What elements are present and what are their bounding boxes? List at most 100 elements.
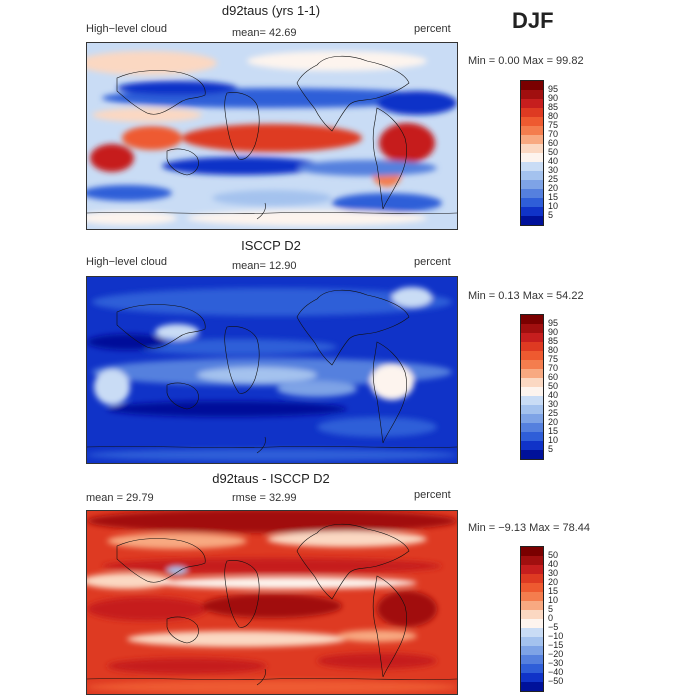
colorbar-tick-label: −40 bbox=[548, 666, 564, 677]
colorbar-tick-label: 5 bbox=[548, 443, 554, 454]
units-label: percent bbox=[414, 256, 451, 268]
units-label: percent bbox=[414, 489, 451, 501]
colorbar-swatch bbox=[521, 450, 543, 459]
colorbar-swatch bbox=[521, 207, 543, 216]
colorbar-swatch bbox=[521, 333, 543, 342]
colorbar-swatch bbox=[521, 369, 543, 378]
colorbar-swatch bbox=[521, 216, 543, 225]
colorbar-tick-label: 75 bbox=[548, 353, 559, 364]
colorbar-swatch bbox=[521, 81, 543, 90]
colorbar-swatch bbox=[521, 342, 543, 351]
colorbar-tick-label: 40 bbox=[548, 155, 559, 166]
colorbar-swatch bbox=[521, 198, 543, 207]
colorbar-tick-label: −10 bbox=[548, 630, 564, 641]
map-obs bbox=[86, 276, 458, 464]
colorbar-swatch bbox=[521, 180, 543, 189]
panel-title: d92taus - ISCCP D2 bbox=[212, 471, 330, 486]
colorbar-tick-label: 85 bbox=[548, 101, 559, 112]
colorbar-tick-label: 50 bbox=[548, 549, 559, 560]
map-field-svg bbox=[87, 511, 457, 694]
colorbar-swatch bbox=[521, 423, 543, 432]
colorbar-tick-label: 10 bbox=[548, 594, 559, 605]
min-max-label: Min = −9.13 Max = 78.44 bbox=[468, 522, 590, 534]
colorbar-tick-label: 60 bbox=[548, 137, 559, 148]
units-label: percent bbox=[414, 23, 451, 35]
colorbar-tick-label: 20 bbox=[548, 576, 559, 587]
variable-label: High−level cloud bbox=[86, 256, 168, 268]
colorbar-tick-label: 95 bbox=[548, 317, 559, 328]
min-max-label: Min = 0.13 Max = 54.22 bbox=[468, 290, 584, 302]
colorbar-tick-label: 15 bbox=[548, 585, 559, 596]
colorbar-swatch bbox=[521, 619, 543, 628]
colorbar-swatch bbox=[521, 378, 543, 387]
colorbar-swatch bbox=[521, 556, 543, 565]
colorbar-tick-label: 10 bbox=[548, 434, 559, 445]
colorbar-swatch bbox=[521, 126, 543, 135]
colorbar-swatch bbox=[521, 108, 543, 117]
map-field-svg bbox=[87, 43, 457, 229]
colorbar-tick-label: 0 bbox=[548, 612, 554, 623]
colorbar-swatch bbox=[521, 117, 543, 126]
map-model bbox=[86, 42, 458, 230]
colorbar-swatch bbox=[521, 664, 543, 673]
map-diff bbox=[86, 510, 458, 695]
colorbar-swatch bbox=[521, 162, 543, 171]
colorbar-tick-label: 60 bbox=[548, 371, 559, 382]
colorbar-obs bbox=[520, 314, 544, 460]
colorbar-swatch bbox=[521, 135, 543, 144]
variable-label: High−level cloud bbox=[86, 23, 168, 35]
colorbar-swatch bbox=[521, 360, 543, 369]
colorbar-swatch bbox=[521, 610, 543, 619]
colorbar-tick-label: 95 bbox=[548, 83, 559, 94]
colorbar-tick-label: 30 bbox=[548, 164, 559, 175]
mean-label: mean= 42.69 bbox=[232, 27, 297, 39]
colorbar-swatch bbox=[521, 405, 543, 414]
colorbar-swatch bbox=[521, 90, 543, 99]
colorbar-swatch bbox=[521, 628, 543, 637]
colorbar-swatch bbox=[521, 646, 543, 655]
colorbar-swatch bbox=[521, 574, 543, 583]
colorbar-swatch bbox=[521, 583, 543, 592]
colorbar-tick-label: 20 bbox=[548, 416, 559, 427]
colorbar-swatch bbox=[521, 315, 543, 324]
colorbar-swatch bbox=[521, 396, 543, 405]
colorbar-tick-label: 20 bbox=[548, 182, 559, 193]
colorbar-swatch bbox=[521, 153, 543, 162]
colorbar-tick-label: 5 bbox=[548, 209, 554, 220]
colorbar-tick-label: −5 bbox=[548, 621, 559, 632]
colorbar-tick-label: 80 bbox=[548, 344, 559, 355]
colorbar-tick-label: −20 bbox=[548, 648, 564, 659]
colorbar-tick-label: 10 bbox=[548, 200, 559, 211]
colorbar-swatch bbox=[521, 682, 543, 691]
colorbar-tick-label: 25 bbox=[548, 407, 559, 418]
colorbar-swatch bbox=[521, 99, 543, 108]
colorbar-diff bbox=[520, 546, 544, 692]
colorbar-swatch bbox=[521, 324, 543, 333]
colorbar-tick-label: 5 bbox=[548, 603, 554, 614]
colorbar-tick-label: 85 bbox=[548, 335, 559, 346]
colorbar-swatch bbox=[521, 171, 543, 180]
colorbar-swatch bbox=[521, 592, 543, 601]
colorbar-swatch bbox=[521, 414, 543, 423]
colorbar-tick-label: 75 bbox=[548, 119, 559, 130]
colorbar-swatch bbox=[521, 547, 543, 556]
map-field-svg bbox=[87, 277, 457, 463]
colorbar-tick-label: −30 bbox=[548, 657, 564, 668]
colorbar-tick-label: 25 bbox=[548, 173, 559, 184]
colorbar-tick-label: −50 bbox=[548, 675, 564, 686]
colorbar-model bbox=[520, 80, 544, 226]
colorbar-tick-label: 50 bbox=[548, 380, 559, 391]
colorbar-swatch bbox=[521, 144, 543, 153]
colorbar-tick-label: 70 bbox=[548, 128, 559, 139]
colorbar-swatch bbox=[521, 565, 543, 574]
panel-title: d92taus (yrs 1-1) bbox=[221, 3, 321, 18]
colorbar-tick-label: 30 bbox=[548, 567, 559, 578]
colorbar-swatch bbox=[521, 601, 543, 610]
panel-title: ISCCP D2 bbox=[241, 238, 301, 253]
mean-label: mean = 29.79 bbox=[86, 492, 154, 504]
colorbar-tick-label: 40 bbox=[548, 558, 559, 569]
colorbar-tick-label: 70 bbox=[548, 362, 559, 373]
min-max-label: Min = 0.00 Max = 99.82 bbox=[468, 55, 584, 67]
colorbar-swatch bbox=[521, 637, 543, 646]
mean-label: mean= 12.90 bbox=[232, 260, 297, 272]
